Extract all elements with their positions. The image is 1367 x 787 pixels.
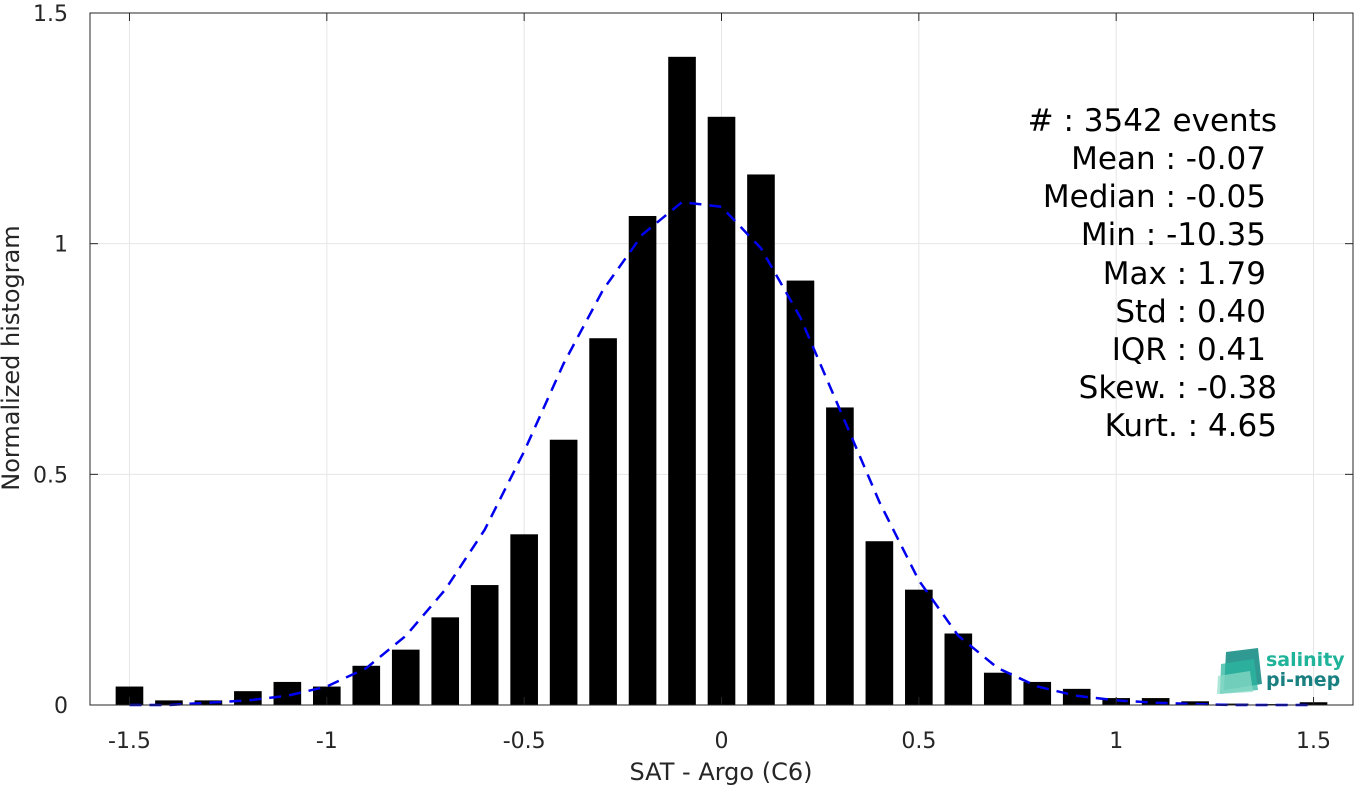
histogram-bar	[865, 541, 894, 705]
histogram-bar	[944, 633, 973, 705]
logo-text-pi-mep: pi-mep	[1266, 669, 1340, 691]
histogram-bar	[1220, 703, 1249, 705]
histogram-bar	[352, 665, 381, 705]
stat-skew: Skew. : -0.38	[1079, 370, 1277, 406]
histogram-bar	[391, 649, 420, 705]
stat-count: # : 3542 events	[1028, 103, 1277, 139]
histogram-bar	[826, 407, 854, 705]
y-tick-labels: 0 0.5 1 1.5	[33, 2, 68, 719]
histogram-bar	[747, 174, 775, 705]
stat-kurt: Kurt. : 4.65	[1105, 408, 1277, 444]
x-axis-title: SAT - Argo (C6)	[630, 758, 813, 786]
histogram-bar	[1023, 681, 1052, 705]
stat-max: Max : 1.79	[1103, 256, 1266, 292]
stat-median: Median : -0.05	[1043, 179, 1266, 215]
stat-min: Min : -10.35	[1081, 217, 1266, 253]
histogram-bar	[786, 280, 815, 705]
x-tick-label: 1	[1109, 729, 1123, 754]
salinity-pi-mep-logo: salinity pi-mep	[1217, 648, 1345, 694]
histogram-bar	[273, 681, 302, 705]
x-tick-label: 1.5	[1296, 729, 1331, 754]
logo-text-salinity: salinity	[1266, 649, 1345, 671]
histogram-bar	[194, 700, 223, 705]
histogram-bar	[312, 686, 341, 705]
y-tick-label: 0.5	[33, 463, 68, 488]
stats-box: # : 3542 events Mean : -0.07 Median : -0…	[1028, 103, 1277, 444]
histogram-bar	[905, 589, 933, 705]
histogram-bar	[668, 56, 696, 706]
y-tick-label: 1.5	[33, 2, 68, 27]
x-tick-label: -1.5	[108, 729, 151, 754]
histogram-bar	[470, 585, 499, 705]
histogram-bar	[1181, 701, 1209, 705]
y-axis-title: Normalized histogram	[0, 225, 25, 490]
wave-logo-icon	[1217, 648, 1262, 694]
histogram-bar	[431, 617, 460, 705]
stat-std: Std : 0.40	[1115, 294, 1266, 330]
stat-iqr: IQR : 0.41	[1112, 332, 1266, 368]
histogram-bar	[155, 700, 183, 705]
y-tick-label: 1	[54, 233, 68, 258]
x-tick-label: -1	[316, 729, 338, 754]
x-tick-label: -0.5	[503, 729, 546, 754]
histogram-bar	[983, 672, 1012, 705]
axis-ticks	[90, 12, 1353, 706]
x-tick-label: 0.5	[901, 729, 936, 754]
histogram-bar	[589, 338, 617, 705]
histogram-bar	[510, 534, 538, 705]
histogram-bar	[628, 215, 657, 705]
x-tick-labels: -1.5 -1 -0.5 0 0.5 1 1.5	[108, 729, 1331, 754]
x-tick-label: 0	[715, 729, 729, 754]
histogram-bar	[1141, 698, 1170, 705]
y-tick-label: 0	[54, 694, 68, 719]
histogram-bar	[549, 439, 578, 705]
stat-mean: Mean : -0.07	[1071, 141, 1266, 177]
histogram-bar	[115, 686, 144, 705]
